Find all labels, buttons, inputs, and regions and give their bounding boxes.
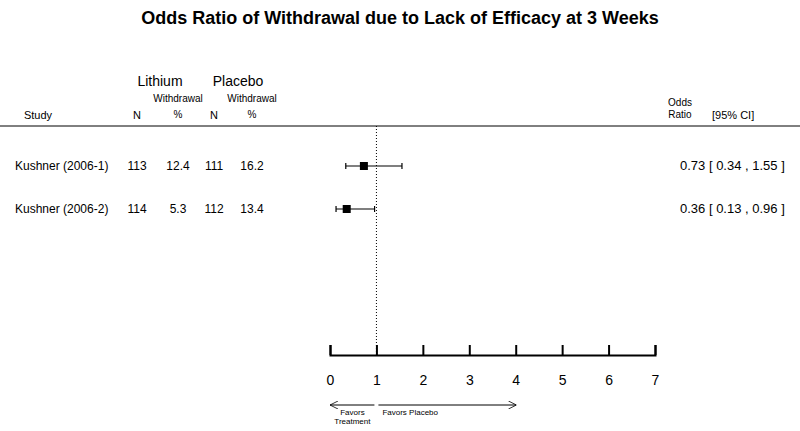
reference-line [376,126,377,355]
study-label: Kushner (2006-2) [15,202,108,216]
tick-label: 5 [559,372,567,388]
tick: 3 [466,345,474,388]
column-header: [95% CI] [712,109,754,121]
tick: 6 [605,345,613,388]
tick-label: 2 [419,372,427,388]
control-n: 111 [205,159,224,173]
treatment-withdrawal: 5.3 [170,202,187,216]
column-header: N [210,109,218,121]
treatment-n: 113 [127,159,146,173]
header-rule [0,126,800,127]
tick: 0 [327,345,335,388]
axis-line [331,345,656,356]
ci-cap [335,206,336,212]
column-header: N [133,109,141,121]
column-header: Withdrawal% [227,93,276,120]
odds-ratio-label: 0.73 [ 0.34 , 1.55 ] [680,158,785,173]
tick-mark [655,345,657,355]
column-header: OddsRatio [668,97,692,120]
title: Odds Ratio of Withdrawal due to Lack of … [141,8,659,28]
column-header: Study [24,109,53,121]
ci-cap [345,163,346,169]
study-label: Kushner (2006-1) [15,159,108,173]
ci-cap [401,163,402,169]
odds-ratio-marker [343,205,351,213]
arrow [330,405,374,406]
plot-area [336,126,402,355]
confidence-interval [346,165,402,166]
odds-ratio-label: 0.36 [ 0.13 , 0.96 ] [680,201,785,216]
tick-label: 0 [327,372,335,388]
arrow [378,405,516,406]
tick-mark [515,345,517,355]
tick-label: 3 [466,372,474,388]
x-axis: 0 1 2 3 4 5 6 7 [327,345,660,388]
tick-label: 7 [652,372,660,388]
annotation: FavorsTreatment [334,408,371,426]
tick-label: 1 [373,372,381,388]
group-header: Lithium [137,73,182,89]
tick: 2 [419,345,427,388]
tick-mark [469,345,471,355]
group-header: Placebo [213,73,264,89]
treatment-withdrawal: 12.4 [166,159,190,173]
control-withdrawal: 13.4 [240,202,264,216]
confidence-interval [336,208,375,209]
annotation: Favors Placebo [382,408,438,417]
ci-cap [374,206,375,212]
chart: Odds Ratio of Withdrawal due to Lack of … [0,0,800,431]
tick: 5 [559,345,567,388]
tick-mark [422,345,424,355]
tick-mark [608,345,610,355]
tick-mark [562,345,564,355]
odds-ratio-marker [360,162,368,170]
control-withdrawal: 16.2 [240,159,264,173]
column-header: Withdrawal% [153,93,202,120]
tick-label: 6 [605,372,613,388]
tick-mark [376,345,378,355]
tick: 4 [512,345,520,388]
tick-mark [330,345,332,355]
control-n: 112 [204,202,223,216]
tick: 1 [373,345,381,388]
tick-label: 4 [512,372,520,388]
tick: 7 [652,345,660,388]
treatment-n: 114 [127,202,146,216]
